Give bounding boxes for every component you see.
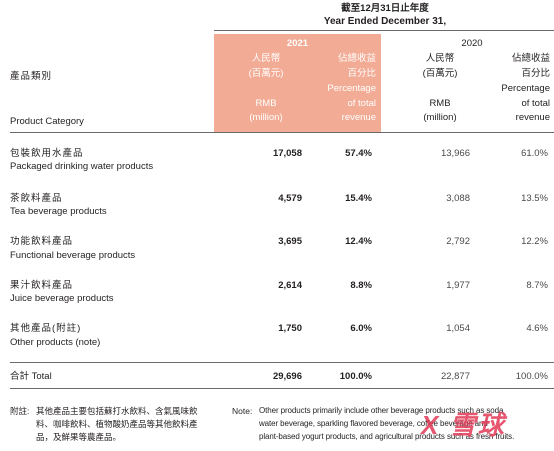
pct-2021-en-1: Percentage (327, 83, 376, 94)
total-pct-2021: 100.0% (339, 371, 372, 382)
row-5-category-cn: 其他產品(附註) (10, 323, 82, 334)
row-1-pct-2020: 61.0% (521, 148, 548, 159)
xueqiu-watermark: X 雪球 (421, 410, 506, 440)
row-2-category-cn: 茶飲料產品 (10, 193, 63, 204)
row-5-pct-2020: 4.6% (526, 323, 548, 334)
rmb-2020-en: RMB (429, 98, 451, 109)
note-cn-line-3: 品，及鮮果等農產品。 (36, 432, 122, 442)
pct-2020-en-1: Percentage (501, 83, 550, 94)
pct-2020-cn-1: 佔總收益 (511, 53, 550, 64)
row-3-rmb-2021: 3,695 (278, 236, 302, 247)
header-divider (214, 30, 554, 31)
pct-2021-cn-2: 百分比 (347, 68, 376, 79)
row-3-rmb-2020: 2,792 (446, 236, 470, 247)
row-4-rmb-2020: 1,977 (446, 280, 470, 291)
year-2021-highlight (214, 34, 381, 132)
rmb-unit-2020-cn: (百萬元) (422, 68, 458, 79)
pct-2021-cn-1: 佔總收益 (337, 53, 376, 64)
total-rmb-2020: 22,877 (440, 371, 470, 382)
row-3-pct-2021: 12.4% (345, 236, 372, 247)
row-1-category-en: Packaged drinking water products (10, 161, 154, 172)
row-3-category-en: Functional beverage products (10, 250, 136, 261)
note-en-line-1: Other products primarily include other b… (259, 406, 504, 415)
rmb-2021-cn: 人民幣 (251, 53, 281, 64)
rmb-unit-2020-en: (million) (423, 112, 457, 123)
category-header-en: Product Category (10, 116, 84, 127)
category-header-cn: 產品類別 (10, 71, 53, 82)
table-header-rule (10, 132, 554, 133)
rmb-unit-2021-cn: (百萬元) (248, 68, 284, 79)
pct-2021-en-3: revenue (341, 112, 376, 123)
row-1-category-cn: 包裝飲用水產品 (10, 148, 84, 159)
rmb-2020-cn: 人民幣 (425, 53, 455, 64)
pct-2020-cn-2: 百分比 (521, 68, 550, 79)
row-4-pct-2021: 8.8% (350, 280, 372, 291)
row-1-pct-2021: 57.4% (345, 148, 372, 159)
rmb-unit-2021-en: (million) (249, 112, 283, 123)
row-2-pct-2020: 13.5% (521, 193, 548, 204)
row-4-category-cn: 果汁飲料產品 (10, 280, 74, 291)
row-5-category-en: Other products (note) (10, 337, 101, 348)
total-rmb-2021: 29,696 (272, 371, 302, 382)
row-2-category-en: Tea beverage products (10, 206, 107, 217)
note-cn-line-1: 其他產品主要包括蘇打水飲料、含氣風味飲 (36, 406, 198, 416)
rmb-2021-en: RMB (255, 98, 277, 109)
row-1-rmb-2021: 17,058 (272, 148, 302, 159)
total-pct-2020: 100.0% (515, 371, 548, 382)
period-header-cn: 截至12月31日止年度 (341, 3, 429, 14)
row-3-pct-2020: 12.2% (521, 236, 548, 247)
row-5-rmb-2020: 1,054 (446, 323, 470, 334)
note-cn-line-2: 料、咖啡飲料、植物酸奶產品等其他飲料產 (36, 419, 198, 429)
total-top-rule (10, 362, 554, 363)
pct-2021-en-2: of total (347, 98, 376, 109)
row-2-rmb-2021: 4,579 (278, 193, 302, 204)
row-1-rmb-2020: 13,966 (440, 148, 470, 159)
period-header-en: Year Ended December 31, (323, 16, 447, 27)
row-4-category-en: Juice beverage products (10, 293, 114, 304)
pct-2020-en-3: revenue (515, 112, 550, 123)
row-4-rmb-2021: 2,614 (278, 280, 302, 291)
year-2020-label: 2020 (461, 38, 483, 49)
total-label: 合計 Total (10, 371, 52, 382)
year-2021-label: 2021 (286, 38, 309, 49)
total-bottom-rule (10, 388, 554, 389)
note-en-line-3: plant-based yogurt products, and agricul… (259, 432, 515, 441)
row-5-rmb-2021: 1,750 (278, 323, 302, 334)
row-4-pct-2020: 8.7% (526, 280, 548, 291)
row-2-rmb-2020: 3,088 (446, 193, 470, 204)
note-cn-label: 附註: (10, 406, 30, 416)
row-3-category-cn: 功能飲料產品 (10, 236, 74, 247)
note-en-line-2: water beverage, sparkling flavored bever… (259, 419, 488, 428)
pct-2020-en-2: of total (521, 98, 550, 109)
note-en-label: Note: (232, 406, 253, 416)
row-2-pct-2021: 15.4% (345, 193, 372, 204)
row-5-pct-2021: 6.0% (350, 323, 372, 334)
